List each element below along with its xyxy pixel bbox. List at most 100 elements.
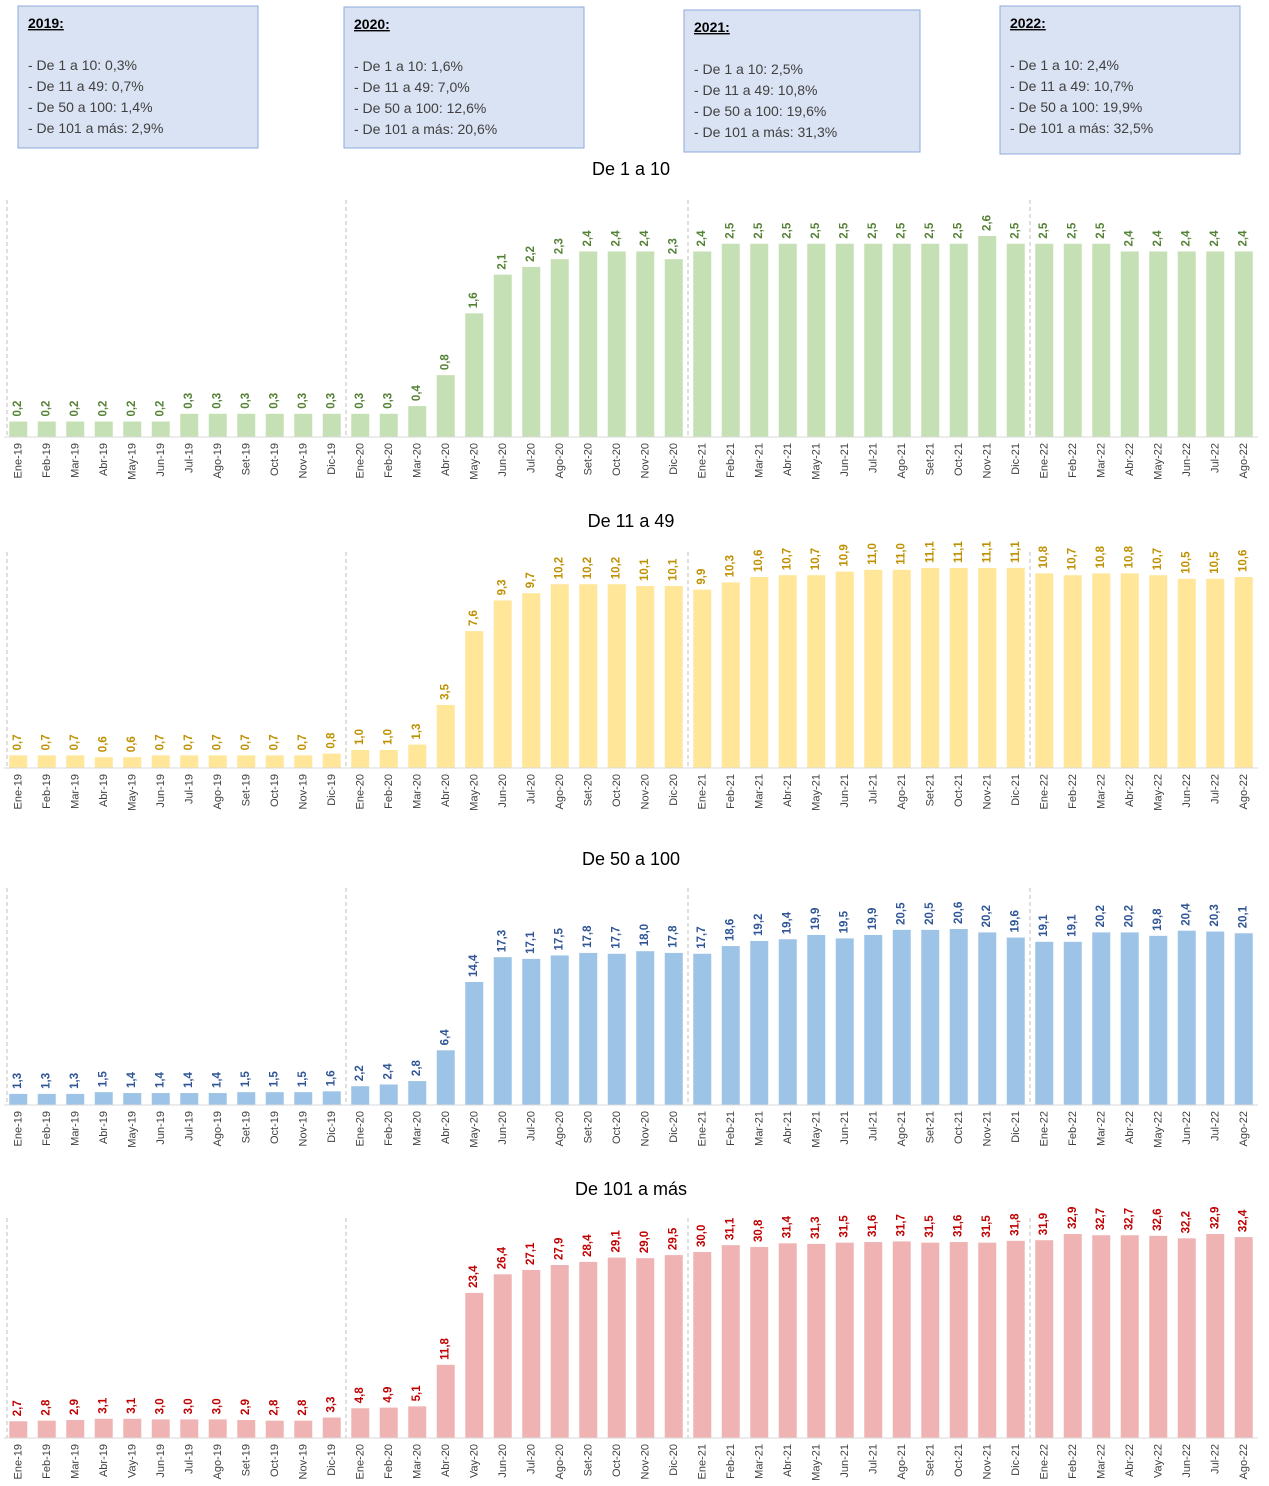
x-tick-label: Jun-21 <box>839 774 851 808</box>
bar <box>1149 575 1168 768</box>
data-label: 0,7 <box>297 734 309 750</box>
bar <box>1092 243 1111 437</box>
x-tick-label: May-21 <box>810 443 822 480</box>
data-label: 31,6 <box>953 1215 965 1237</box>
data-label: 1,3 <box>411 724 423 740</box>
data-label: 2,8 <box>41 1399 53 1416</box>
annotation-line: - De 1 a 10: 1,6% <box>354 58 463 74</box>
data-label: 31,5 <box>839 1215 851 1238</box>
annotation-line: - De 1 a 10: 0,3% <box>28 57 137 73</box>
data-label: 1,4 <box>126 1071 138 1088</box>
x-tick-label: Jun-21 <box>839 1111 851 1145</box>
bar <box>550 259 569 437</box>
data-label: 10,5 <box>1181 551 1193 574</box>
data-label: 10,7 <box>1067 548 1079 570</box>
data-label: 2,4 <box>383 1063 395 1080</box>
bar <box>436 1364 455 1438</box>
data-label: 10,8 <box>1124 545 1136 568</box>
bar <box>864 569 883 768</box>
annotation-box <box>17 5 259 149</box>
x-tick-label: Mar-20 <box>411 443 423 478</box>
data-label: 10,7 <box>810 548 822 570</box>
data-label: 2,4 <box>1238 230 1250 247</box>
bar <box>94 421 113 437</box>
x-tick-label: Oct-19 <box>269 1111 281 1144</box>
x-tick-label: Oct-19 <box>269 1444 281 1477</box>
x-tick-label: Ago-20 <box>554 443 566 478</box>
data-label: 3,0 <box>155 1398 167 1414</box>
bar <box>807 243 826 437</box>
bar <box>180 413 199 437</box>
x-tick-label: Set-19 <box>240 1444 252 1476</box>
bar <box>436 1050 455 1105</box>
annotation-line: - De 101 a más: 20,6% <box>354 121 497 137</box>
data-label: 17,7 <box>611 926 623 948</box>
bar <box>1006 243 1025 437</box>
data-label: 1,4 <box>155 1071 167 1088</box>
bar <box>351 1408 370 1438</box>
x-tick-label: May-21 <box>810 774 822 811</box>
x-tick-label: Nov-19 <box>297 1444 309 1479</box>
data-label: 10,8 <box>1038 545 1050 568</box>
data-label: 2,9 <box>69 1399 81 1415</box>
data-label: 3,0 <box>183 1398 195 1414</box>
bar <box>892 1241 911 1438</box>
x-tick-label: Feb-21 <box>725 1444 737 1479</box>
x-tick-label: Jun-22 <box>1181 1444 1193 1478</box>
data-label: 0,7 <box>69 734 81 750</box>
x-tick-label: Ene-22 <box>1038 1111 1050 1146</box>
x-tick-label: Ago-21 <box>896 1111 908 1146</box>
bar <box>208 1419 227 1438</box>
x-tick-label: Jun-19 <box>155 1444 167 1478</box>
data-label: 32,9 <box>1209 1207 1221 1229</box>
bar <box>37 755 56 768</box>
data-label: 0,7 <box>240 734 252 750</box>
bar <box>721 582 740 768</box>
data-label: 31,4 <box>782 1215 794 1238</box>
bar <box>978 568 997 768</box>
bar <box>807 1243 826 1438</box>
bar <box>807 575 826 768</box>
data-label: 11,0 <box>896 543 908 565</box>
x-tick-label: Set-21 <box>924 774 936 806</box>
x-tick-label: Mar-19 <box>69 1444 81 1479</box>
data-label: 1,5 <box>98 1071 110 1088</box>
data-label: 0,2 <box>155 401 167 417</box>
bar <box>9 421 28 437</box>
annotation-line: - De 50 a 100: 19,6% <box>694 103 826 119</box>
data-label: 28,4 <box>582 1234 594 1257</box>
annotation-box <box>683 9 921 153</box>
data-label: 2,8 <box>269 1399 281 1416</box>
data-label: 0,3 <box>212 393 224 409</box>
data-label: 19,1 <box>1067 914 1079 937</box>
x-tick-label: Mar-22 <box>1095 1444 1107 1479</box>
data-label: 10,2 <box>582 557 594 579</box>
annotation-box <box>343 6 585 149</box>
bar <box>1035 941 1054 1105</box>
x-tick-label: Jun-19 <box>155 1111 167 1145</box>
x-tick-label: Jun-19 <box>155 443 167 477</box>
data-label: 19,4 <box>782 911 794 934</box>
bar <box>1149 1235 1168 1438</box>
bar <box>493 600 512 768</box>
bar <box>579 952 598 1105</box>
x-tick-label: Ene-22 <box>1038 443 1050 478</box>
bar <box>892 243 911 437</box>
bar <box>94 1418 113 1438</box>
x-tick-label: Nov-20 <box>639 1111 651 1146</box>
data-label: 3,1 <box>98 1397 110 1414</box>
bar <box>408 1406 427 1438</box>
bar <box>351 1086 370 1105</box>
annotation-line: - De 11 a 49: 10,7% <box>1010 78 1133 94</box>
bar <box>465 631 484 768</box>
bar <box>835 571 854 768</box>
data-label: 11,0 <box>867 543 879 565</box>
data-label: 3,3 <box>326 1397 338 1413</box>
data-label: 31,8 <box>1010 1213 1022 1236</box>
annotation-line: - De 1 a 10: 2,5% <box>694 61 803 77</box>
annotation-line: - De 11 a 49: 0,7% <box>28 78 144 94</box>
x-tick-label: Ago-20 <box>554 774 566 809</box>
bar <box>550 955 569 1105</box>
bar <box>1092 573 1111 768</box>
data-label: 1,0 <box>354 729 366 745</box>
